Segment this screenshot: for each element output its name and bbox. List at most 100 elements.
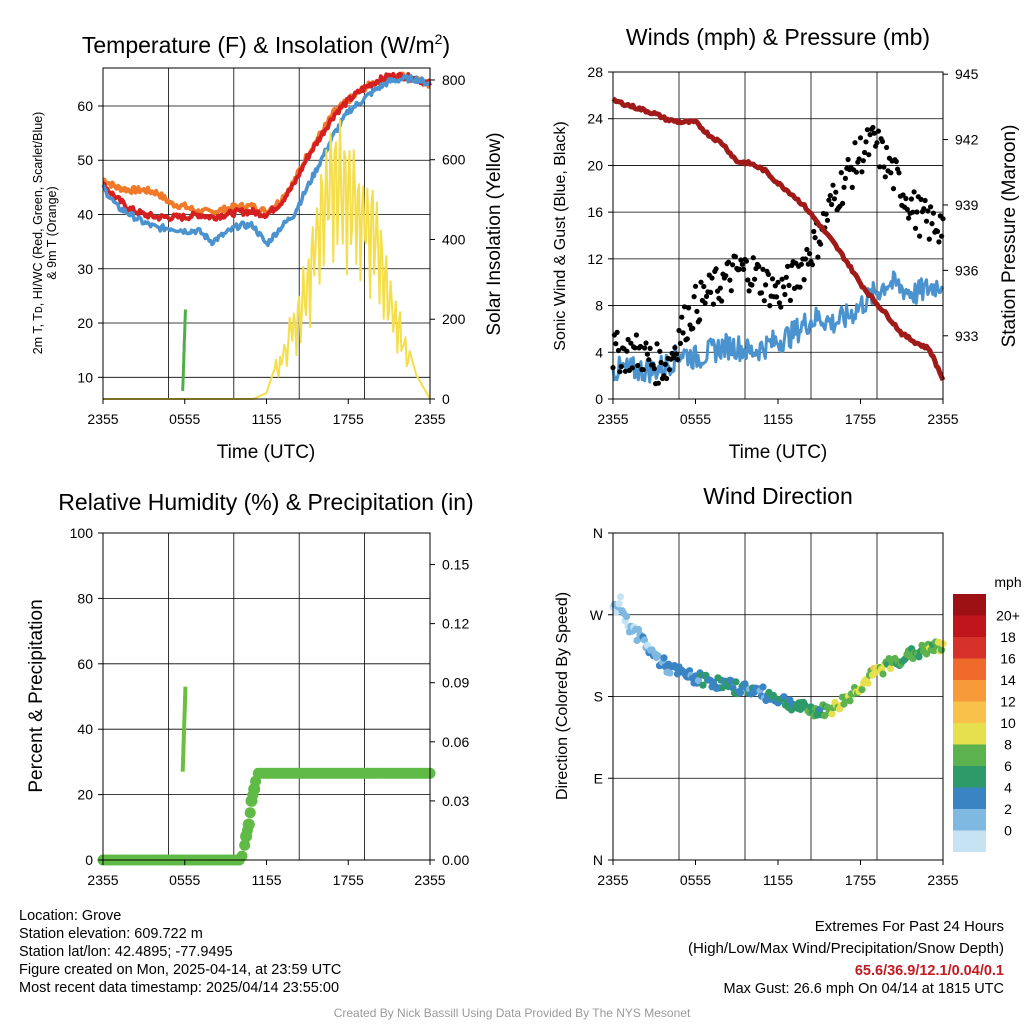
wind-gust-point xyxy=(881,164,887,170)
wind-gust-point xyxy=(921,206,927,212)
wind-gust-point xyxy=(719,298,725,304)
wind-gust-point xyxy=(893,158,899,165)
colorbar-label: 18 xyxy=(1000,629,1016,645)
wind-direction-point xyxy=(937,646,946,654)
wind-gust-point xyxy=(640,367,646,373)
y-right-tick-label: 400 xyxy=(442,231,466,247)
humidity-tick-labels: 2355 0555 1155 1755 2355 0 20 40 60 80 100 0.00 0.03… xyxy=(70,525,470,888)
wind-gust-point xyxy=(760,266,766,272)
wind-gust-point xyxy=(906,215,912,221)
y-tick-label: 10 xyxy=(77,369,93,385)
wind-gust-point xyxy=(622,368,629,374)
wind-gust-point xyxy=(783,274,789,280)
y-tick-label: 60 xyxy=(77,656,93,672)
wind-gust-point xyxy=(884,144,890,151)
wind-gust-point xyxy=(694,308,700,314)
humidity-y-axis-label: Percent & Precipitation xyxy=(26,599,47,792)
wind-gust-point xyxy=(677,340,684,346)
x-tick-label: 2355 xyxy=(597,411,628,427)
wind-direction-point xyxy=(828,710,836,718)
wind-gust-point xyxy=(860,158,866,164)
wind-direction-point xyxy=(759,683,767,691)
x-tick-label: 1155 xyxy=(763,872,793,888)
colorbar-swatch xyxy=(953,637,986,659)
station-pressure-line xyxy=(611,96,946,382)
insolation-y-axis-label: Solar Insolation (Yellow) xyxy=(484,132,505,335)
pressure-y-axis-label: Station Pressure (Maroon) xyxy=(999,125,1020,348)
wind-gust-point xyxy=(725,259,732,265)
y-tick-label: 20 xyxy=(77,315,93,331)
wind-gust-point xyxy=(871,130,877,136)
wind-tick-labels: 2355 0555 1155 1755 2355 0 4 8 12 16 20 24 28 933 936 9… xyxy=(587,64,978,427)
wind-gust-point xyxy=(614,329,620,335)
wind-direction-point xyxy=(886,664,895,673)
y-right-tick-label: 0 xyxy=(442,391,450,407)
colorbar-swatch xyxy=(953,658,986,680)
wind-gust-point xyxy=(856,156,862,162)
wind-gust-point xyxy=(838,170,844,176)
x-tick-label: 0555 xyxy=(169,411,200,427)
x-tick-label: 1755 xyxy=(333,872,364,888)
temperature-tick-labels: 2355 0555 1155 1755 235510203040506002004006… xyxy=(77,72,465,427)
colorbar-swatch xyxy=(953,744,986,766)
credit-line: Created By Nick Bassill Using Data Provi… xyxy=(333,1006,691,1020)
colorbar-swatch xyxy=(953,701,986,723)
wind-gust-point xyxy=(684,336,690,342)
humidity-panel-title: Relative Humidity (%) & Precipitation (i… xyxy=(58,489,473,515)
wind-gust-point xyxy=(710,301,717,307)
wind-direction-point xyxy=(840,700,848,708)
temp-2m-line xyxy=(102,71,432,222)
y-tick-label: 40 xyxy=(77,721,93,737)
wind-gust-point xyxy=(809,262,816,268)
precipitation-point xyxy=(248,783,261,796)
wind-gust-point xyxy=(697,317,703,323)
wind-gust-point xyxy=(833,189,839,195)
precipitation-point xyxy=(242,818,255,831)
wind-gust-point xyxy=(745,277,751,283)
wind-gust-point xyxy=(864,127,871,133)
wind-gust-point xyxy=(613,341,619,347)
x-tick-label: 1755 xyxy=(333,411,364,427)
extremes-title: Extremes For Past 24 Hours xyxy=(814,918,1004,935)
wind-gust-point xyxy=(713,266,719,272)
wind-direction-point xyxy=(694,677,703,685)
wind-direction-point xyxy=(918,641,926,650)
wind-gust-point xyxy=(785,263,791,269)
colorbar-label: 8 xyxy=(1004,737,1012,753)
x-tick-label: 0555 xyxy=(680,872,711,888)
wind-gust-point xyxy=(818,241,824,247)
colorbar-swatch xyxy=(953,787,986,809)
wind-gust-point xyxy=(669,350,675,356)
temp-9m-line xyxy=(102,71,431,217)
wind-direction-point xyxy=(796,705,805,714)
wind-gust-point xyxy=(752,276,758,282)
x-tick-label: 1755 xyxy=(845,411,876,427)
wind-gust-point xyxy=(923,218,930,224)
wind-gust-point xyxy=(642,345,648,351)
wind-direction-point xyxy=(879,670,887,678)
wind-direction-point xyxy=(858,686,866,694)
wind-gust-point xyxy=(756,263,762,269)
y-right-tick-label: 0.15 xyxy=(442,557,469,573)
wind-gust-point xyxy=(801,277,807,283)
wind-gust-point xyxy=(934,228,941,234)
colorbar-label: 14 xyxy=(1000,672,1016,688)
x-tick-label: 1155 xyxy=(251,872,281,888)
y-tick-label: 100 xyxy=(70,525,94,541)
x-tick-label: 2355 xyxy=(927,411,958,427)
y-tick-label: 50 xyxy=(77,152,93,168)
y-right-tick-label: 0.00 xyxy=(442,852,469,868)
wind-gust-point xyxy=(732,254,739,260)
sonic-wind-line xyxy=(611,270,945,384)
humidity-grid xyxy=(103,533,430,860)
svg-text:2m T, Tᴅ, HI/WC (Red, Green, S: 2m T, Tᴅ, HI/WC (Red, Green, Scarlet/Blu… xyxy=(31,112,45,355)
wind-direction-point xyxy=(864,679,872,687)
x-tick-label: 1155 xyxy=(763,411,793,427)
wind-gust-point xyxy=(882,174,888,180)
wind-gust-point xyxy=(866,152,872,158)
wind-gust-point xyxy=(929,221,935,227)
wind-gust-point xyxy=(691,294,697,300)
wind-gust-point xyxy=(758,290,765,296)
wind-direction-point xyxy=(660,654,668,662)
wind-gust-point xyxy=(625,336,631,343)
